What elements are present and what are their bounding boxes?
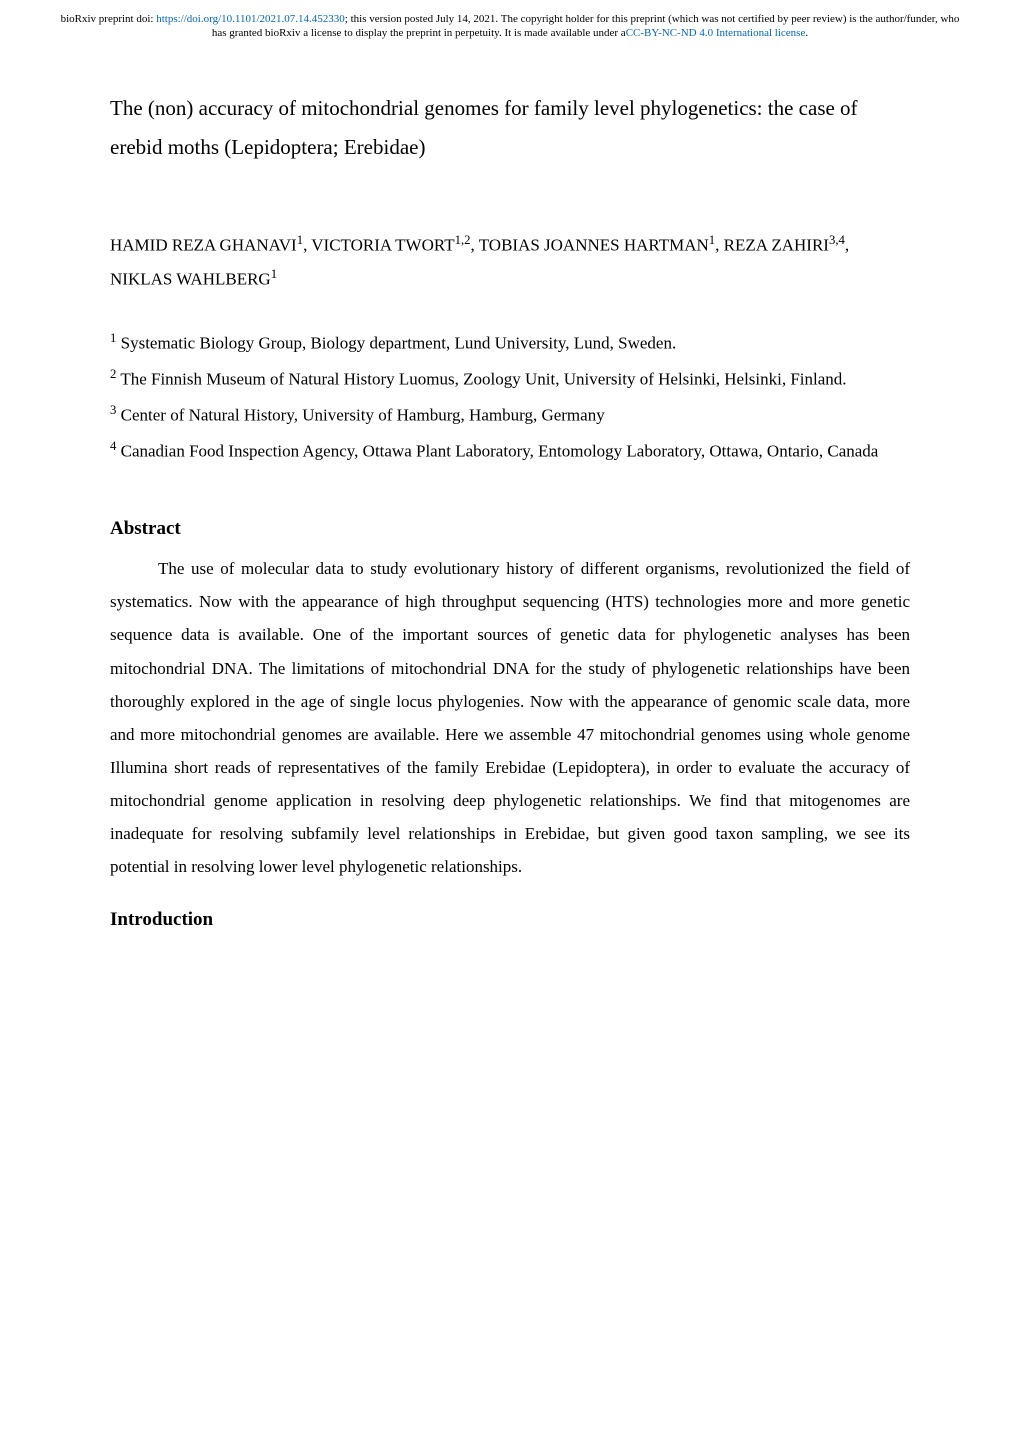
page-content: The (non) accuracy of mitochondrial geno… <box>0 49 1020 1003</box>
license-link[interactable]: CC-BY-NC-ND 4.0 International license <box>626 27 806 39</box>
author-name: , TOBIAS JOANNES HARTMAN <box>471 236 709 255</box>
author-name: , REZA ZAHIRI <box>715 236 829 255</box>
affil-text: Canadian Food Inspection Agency, Ottawa … <box>116 442 878 461</box>
header-prefix: bioRxiv preprint doi: <box>61 13 157 25</box>
author-affil-sup: 1,2 <box>455 233 471 247</box>
affiliation-line: 2 The Finnish Museum of Natural History … <box>110 362 910 396</box>
author-affil-sup: 1 <box>271 267 277 281</box>
authors-block: HAMID REZA GHANAVI1, VICTORIA TWORT1,2, … <box>110 228 910 296</box>
affiliation-line: 3 Center of Natural History, University … <box>110 398 910 432</box>
doi-link[interactable]: https://doi.org/10.1101/2021.07.14.45233… <box>156 13 345 25</box>
affil-text: The Finnish Museum of Natural History Lu… <box>116 370 846 389</box>
affiliation-line: 4 Canadian Food Inspection Agency, Ottaw… <box>110 434 910 468</box>
author-name: HAMID REZA GHANAVI <box>110 236 297 255</box>
affiliation-line: 1 Systematic Biology Group, Biology depa… <box>110 326 910 360</box>
preprint-header: bioRxiv preprint doi: https://doi.org/10… <box>0 0 1020 49</box>
abstract-body: The use of molecular data to study evolu… <box>110 552 910 883</box>
author-affil-sup: 3,4 <box>829 233 845 247</box>
affil-text: Center of Natural History, University of… <box>116 406 604 425</box>
paper-title: The (non) accuracy of mitochondrial geno… <box>110 89 910 169</box>
affiliations-block: 1 Systematic Biology Group, Biology depa… <box>110 326 910 468</box>
affil-text: Systematic Biology Group, Biology depart… <box>116 334 676 353</box>
abstract-heading: Abstract <box>110 518 910 540</box>
introduction-heading: Introduction <box>110 909 910 931</box>
header-end: . <box>805 27 808 39</box>
author-name: , VICTORIA TWORT <box>303 236 455 255</box>
